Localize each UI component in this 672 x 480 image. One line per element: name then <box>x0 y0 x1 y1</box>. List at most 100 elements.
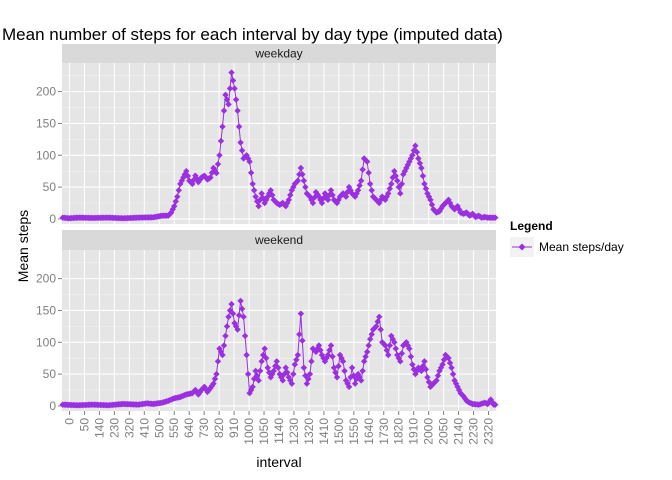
y-tick-label: 100 <box>36 148 56 162</box>
facet-label-weekend: weekend <box>254 233 303 247</box>
data-point <box>287 191 294 199</box>
data-point <box>214 160 222 168</box>
y-axis-title: Mean steps <box>15 210 31 282</box>
data-point <box>427 196 434 204</box>
data-point <box>267 187 274 194</box>
legend: Legend Mean steps/day <box>510 219 624 257</box>
data-point <box>439 361 446 368</box>
data-point <box>225 101 232 108</box>
x-tick-label: 1550 <box>347 418 361 445</box>
data-point <box>373 323 380 330</box>
data-point <box>324 196 332 204</box>
data-point <box>299 171 306 178</box>
data-point <box>333 199 341 207</box>
data-point <box>223 323 231 330</box>
x-tick-label: 1230 <box>287 418 301 445</box>
data-point <box>385 351 392 359</box>
x-tick-label: 1410 <box>317 418 331 445</box>
data-point <box>249 383 256 391</box>
x-tick-label: 1050 <box>257 418 271 445</box>
data-point <box>255 202 262 210</box>
data-point <box>202 386 210 393</box>
data-point <box>237 297 244 305</box>
x-tick-label: 1730 <box>377 418 391 445</box>
data-point <box>446 359 454 367</box>
data-point <box>448 364 455 371</box>
data-point <box>360 358 368 365</box>
data-point <box>297 310 305 317</box>
data-point <box>383 347 390 354</box>
data-point <box>238 147 246 154</box>
data-point <box>250 187 258 194</box>
data-point <box>327 342 335 349</box>
data-point <box>303 380 311 387</box>
data-point <box>300 364 308 371</box>
data-point <box>222 91 229 99</box>
data-point <box>237 139 244 146</box>
data-point <box>345 383 353 391</box>
y-tick-label: 150 <box>36 303 56 317</box>
data-point <box>213 169 220 177</box>
data-point <box>351 380 359 387</box>
data-point <box>175 187 182 194</box>
data-point <box>299 337 306 344</box>
x-tick-label: 410 <box>137 418 151 438</box>
data-point <box>394 177 401 184</box>
data-point <box>253 198 261 205</box>
data-point <box>294 177 302 184</box>
x-tick-label: 2050 <box>437 418 451 445</box>
data-point <box>406 345 413 352</box>
data-point <box>253 372 261 379</box>
data-point <box>219 123 226 130</box>
data-point <box>219 351 226 359</box>
data-point <box>261 199 268 207</box>
legend-title: Legend <box>510 219 553 233</box>
data-point <box>220 342 228 349</box>
facet-label-weekday: weekday <box>254 47 302 61</box>
data-point <box>217 137 225 145</box>
data-point <box>449 370 457 378</box>
y-tick-label: 0 <box>49 399 56 413</box>
data-point <box>291 361 299 368</box>
data-point <box>398 350 406 357</box>
y-tick-label: 0 <box>49 212 56 226</box>
data-point <box>262 354 270 362</box>
data-point <box>243 351 250 359</box>
data-point <box>235 123 243 130</box>
data-point <box>339 358 347 365</box>
data-point <box>314 191 321 198</box>
data-point <box>434 372 442 379</box>
x-tick-label: 820 <box>212 418 226 438</box>
data-point <box>397 358 404 365</box>
data-point <box>302 183 309 191</box>
data-point <box>374 318 381 325</box>
x-axis-ticks: 0 50 140 230 320 410 500 550 640 730 820 910 1000 105… <box>63 411 496 445</box>
data-point <box>285 196 292 204</box>
data-point <box>255 377 262 384</box>
data-point <box>282 364 289 371</box>
data-point <box>327 187 335 194</box>
data-point <box>174 193 181 200</box>
data-point <box>269 191 276 199</box>
x-tick-label: 230 <box>107 418 121 438</box>
data-point <box>329 353 336 360</box>
data-point <box>226 85 234 92</box>
data-point <box>409 152 416 159</box>
data-point <box>264 364 271 371</box>
x-tick-label: 140 <box>92 418 106 438</box>
y-tick-label: 50 <box>43 367 57 381</box>
data-point <box>240 313 247 321</box>
data-point <box>398 180 406 188</box>
data-point <box>315 342 323 349</box>
data-point <box>273 358 280 365</box>
data-point <box>297 164 305 172</box>
x-tick-label: 320 <box>122 418 136 438</box>
data-point <box>229 310 237 317</box>
data-point <box>421 180 428 188</box>
x-tick-label: 1000 <box>242 418 256 445</box>
data-point <box>184 172 192 180</box>
data-point <box>388 180 395 188</box>
data-point <box>377 326 384 333</box>
data-point <box>172 198 179 205</box>
data-point <box>213 370 220 378</box>
